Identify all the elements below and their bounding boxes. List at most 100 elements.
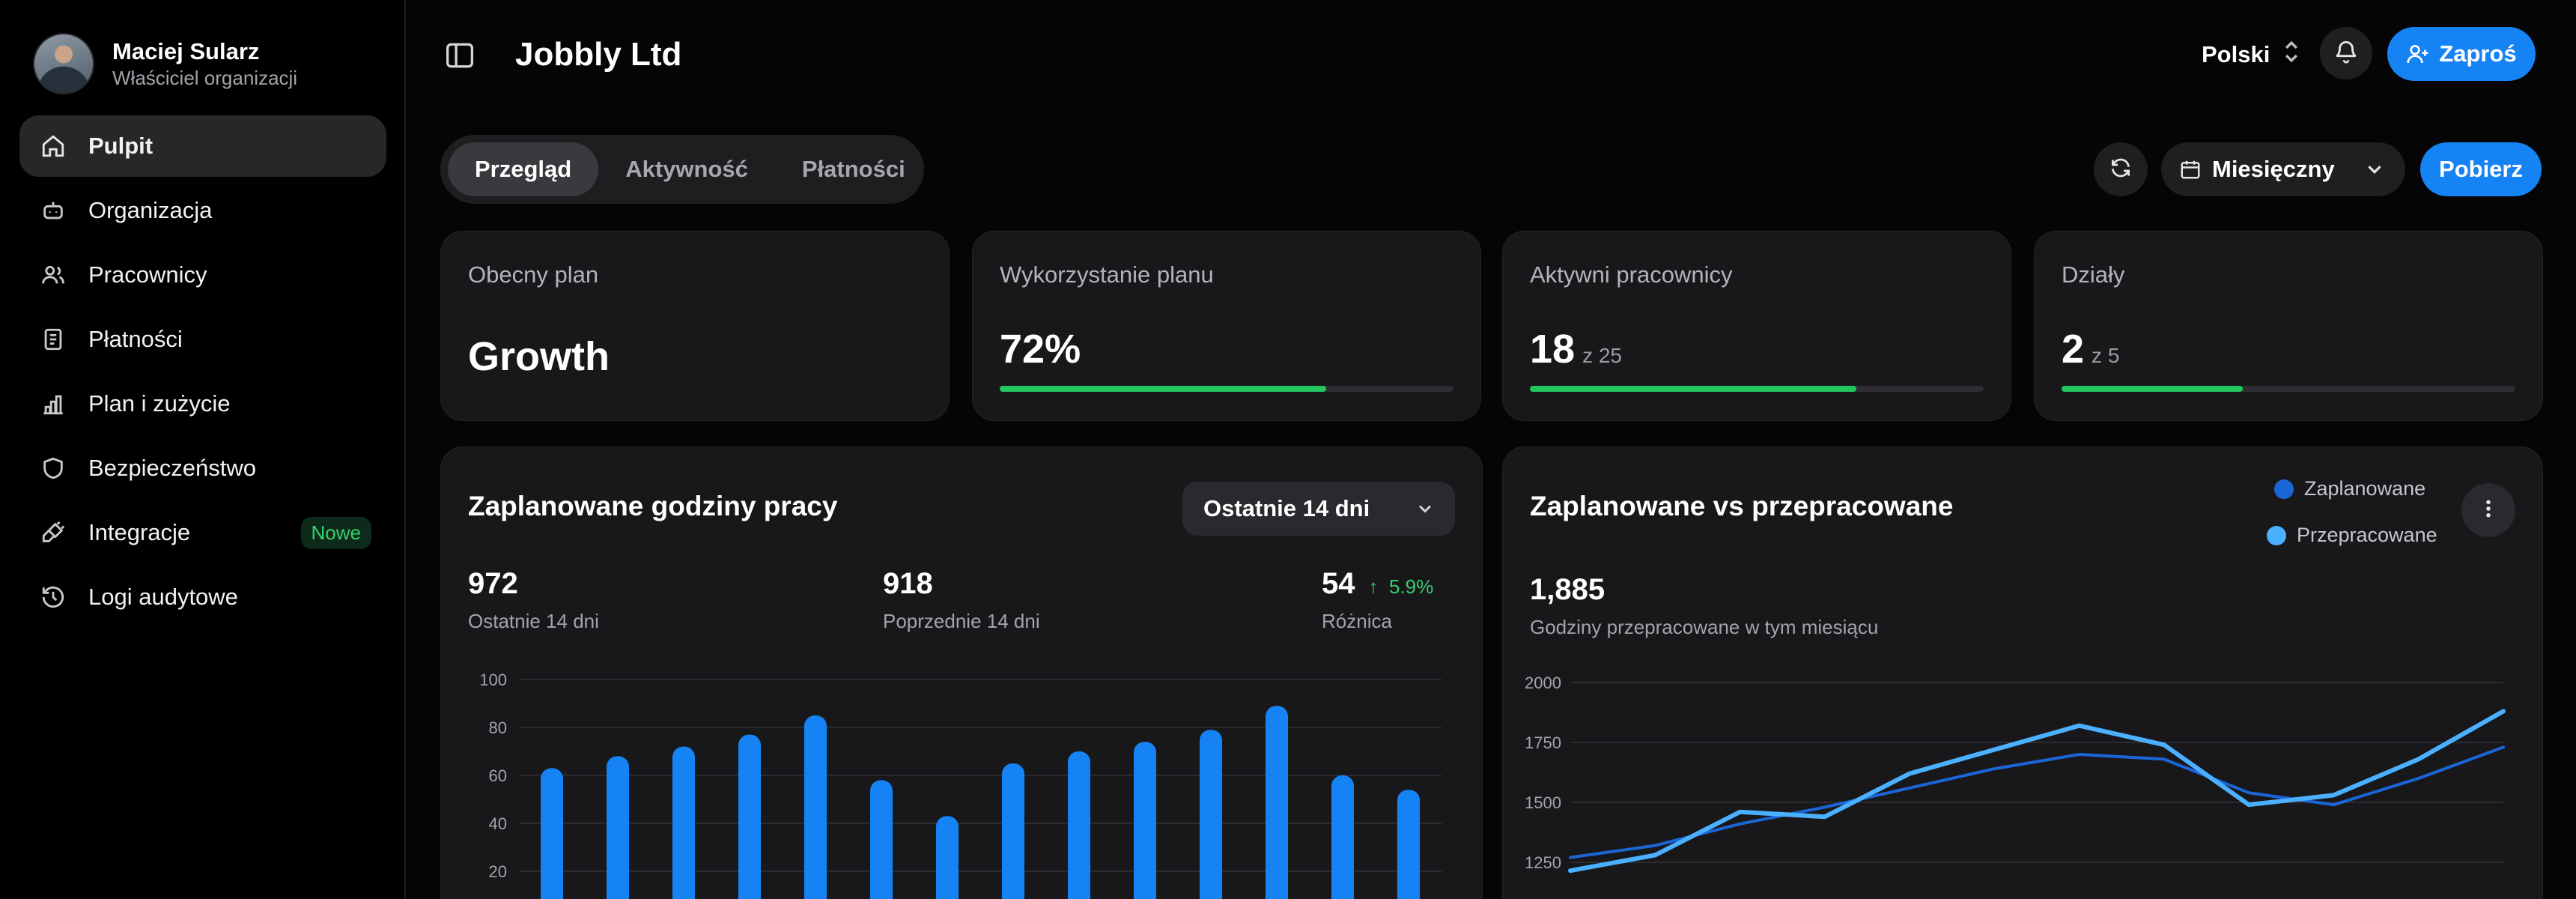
active-workers-card: Aktywni pracownicy 18 z 25 xyxy=(1502,231,2011,421)
y-tick-label: 1750 xyxy=(1525,733,1561,752)
sidebar-item-label: Bezpieczeństwo xyxy=(88,455,257,481)
chart-title: Zaplanowane vs przepracowane xyxy=(1530,491,1954,521)
sidebar-item-pracownicy[interactable]: Pracownicy xyxy=(19,244,386,306)
workers-sub: z 25 xyxy=(1582,344,1623,367)
metric-label: Godziny przepracowane w tym miesiącu xyxy=(1530,616,1879,638)
legend-dot xyxy=(2274,479,2294,499)
departments-sub: z 5 xyxy=(2092,344,2120,367)
stat-label: Aktywni pracownicy xyxy=(1530,261,1733,288)
download-button[interactable]: Pobierz xyxy=(2420,142,2542,196)
plug-icon xyxy=(39,518,67,547)
usage-progress-fill xyxy=(1000,386,1327,392)
bar xyxy=(1134,742,1156,899)
shield-icon xyxy=(39,454,67,482)
sidebar-item-label: Pracownicy xyxy=(88,261,207,288)
departments-progress xyxy=(2062,386,2515,392)
planned-vs-worked-card: Zaplanowane vs przepracowane Zaplanowane… xyxy=(1502,447,2543,899)
sidebar-toggle-icon[interactable] xyxy=(445,42,475,69)
sidebar-item-label: Pulpit xyxy=(88,133,154,159)
language-select[interactable]: Polski xyxy=(2202,39,2300,70)
refresh-icon xyxy=(2109,156,2133,184)
chevrons-updown-icon xyxy=(2283,39,2300,70)
tab-przeglad[interactable]: Przegląd xyxy=(448,142,599,196)
language-label: Polski xyxy=(2202,41,2270,67)
sidebar-item-bezpieczenstwo[interactable]: Bezpieczeństwo xyxy=(19,438,386,499)
home-icon xyxy=(39,132,67,160)
usage-progress xyxy=(1000,386,1453,392)
sidebar-item-pulpit[interactable]: Pulpit xyxy=(19,115,386,177)
metric-previous: 918 Poprzednie 14 dni xyxy=(883,567,1040,633)
departments-progress-fill xyxy=(2062,386,2244,392)
metric-value: 972 xyxy=(468,567,518,600)
metric-worked: 1,885 Godziny przepracowane w tym miesią… xyxy=(1530,573,1878,639)
bar-chart-icon xyxy=(39,390,67,418)
legend-label: Zaplanowane xyxy=(2304,477,2426,500)
new-badge: Nowe xyxy=(300,516,371,549)
metric-value: 918 xyxy=(883,567,933,600)
legend-dot xyxy=(2267,525,2286,545)
stat-label: Działy xyxy=(2062,261,2125,288)
history-icon xyxy=(39,583,67,611)
departments-value: 2 xyxy=(2062,327,2085,372)
sidebar-item-label: Integracje xyxy=(88,519,191,545)
sidebar: Maciej Sularz Właściciel organizacji Pul… xyxy=(0,0,406,899)
change-value: 5.9% xyxy=(1388,575,1434,598)
bar xyxy=(936,816,959,899)
chevron-down-icon xyxy=(2363,158,2386,181)
chevron-down-icon xyxy=(1415,498,1436,519)
legend-planned[interactable]: Zaplanowane xyxy=(2274,477,2425,500)
bar xyxy=(1068,751,1090,899)
user-plus-icon xyxy=(2406,42,2430,66)
user-name: Maciej Sularz xyxy=(112,38,260,64)
current-plan-card: Obecny plan Growth xyxy=(440,231,950,421)
range-select[interactable]: Ostatnie 14 dni xyxy=(1182,482,1455,536)
sidebar-item-platnosci[interactable]: Płatności xyxy=(19,309,386,370)
bar xyxy=(1331,775,1354,899)
y-tick-label: 100 xyxy=(479,672,507,689)
departments-card: Działy 2 z 5 xyxy=(2034,231,2543,421)
refresh-button[interactable] xyxy=(2094,142,2148,196)
bar-chart: 100 80 60 40 20 xyxy=(479,672,1442,899)
bar xyxy=(804,715,827,899)
invite-button[interactable]: Zaproś xyxy=(2387,27,2536,81)
metric-label: Ostatnie 14 dni xyxy=(468,610,599,632)
legend-label: Przepracowane xyxy=(2297,524,2437,546)
y-tick-label: 80 xyxy=(489,718,507,737)
sidebar-item-plan[interactable]: Plan i zużycie xyxy=(19,373,386,435)
sidebar-item-organizacja[interactable]: Organizacja xyxy=(19,180,386,241)
stat-label: Wykorzystanie planu xyxy=(1000,261,1214,288)
receipt-icon xyxy=(39,325,67,354)
more-menu-button[interactable] xyxy=(2461,483,2515,537)
usage-value: 72% xyxy=(1000,327,1081,372)
period-select[interactable]: Miesięczny xyxy=(2161,142,2405,196)
metric-value: 54 xyxy=(1322,567,1355,600)
trend-up-badge: ↑ 5.9% xyxy=(1368,575,1434,598)
sidebar-nav: Pulpit Organizacja Pracownicy Płatności … xyxy=(19,115,386,631)
metric-value: 1,885 xyxy=(1530,573,1606,606)
user-profile[interactable]: Maciej Sularz Właściciel organizacji xyxy=(33,33,297,94)
bar xyxy=(1397,790,1420,899)
workers-value: 18 xyxy=(1530,327,1576,372)
planned-hours-card: Zaplanowane godziny pracy Ostatnie 14 dn… xyxy=(440,447,1483,899)
chart-title: Zaplanowane godziny pracy xyxy=(468,491,838,521)
legend-worked[interactable]: Przepracowane xyxy=(2267,524,2437,547)
tab-platnosci[interactable]: Płatności xyxy=(801,156,905,182)
workers-progress xyxy=(1530,386,1984,392)
workers-progress-fill xyxy=(1530,386,1857,392)
series-line-planned xyxy=(1569,745,2505,859)
y-tick-label: 60 xyxy=(489,766,507,785)
metric-current: 972 Ostatnie 14 dni xyxy=(468,567,599,633)
tab-aktywnosc[interactable]: Aktywność xyxy=(625,156,748,182)
line-chart: 2000 1750 1500 1250 xyxy=(1525,674,2506,874)
workers-stat: 18 z 25 xyxy=(1530,326,1622,372)
notifications-button[interactable] xyxy=(2320,27,2372,79)
range-label: Ostatnie 14 dni xyxy=(1203,495,1370,521)
invite-label: Zaproś xyxy=(2439,40,2517,67)
bar xyxy=(541,768,563,899)
bell-icon xyxy=(2333,39,2359,68)
departments-stat: 2 z 5 xyxy=(2062,326,2119,372)
page-title: Jobbly Ltd xyxy=(515,36,682,73)
sidebar-item-logi[interactable]: Logi audytowe xyxy=(19,566,386,628)
sidebar-item-integracje[interactable]: Integracje Nowe xyxy=(19,502,386,563)
y-tick-label: 2000 xyxy=(1525,674,1561,692)
